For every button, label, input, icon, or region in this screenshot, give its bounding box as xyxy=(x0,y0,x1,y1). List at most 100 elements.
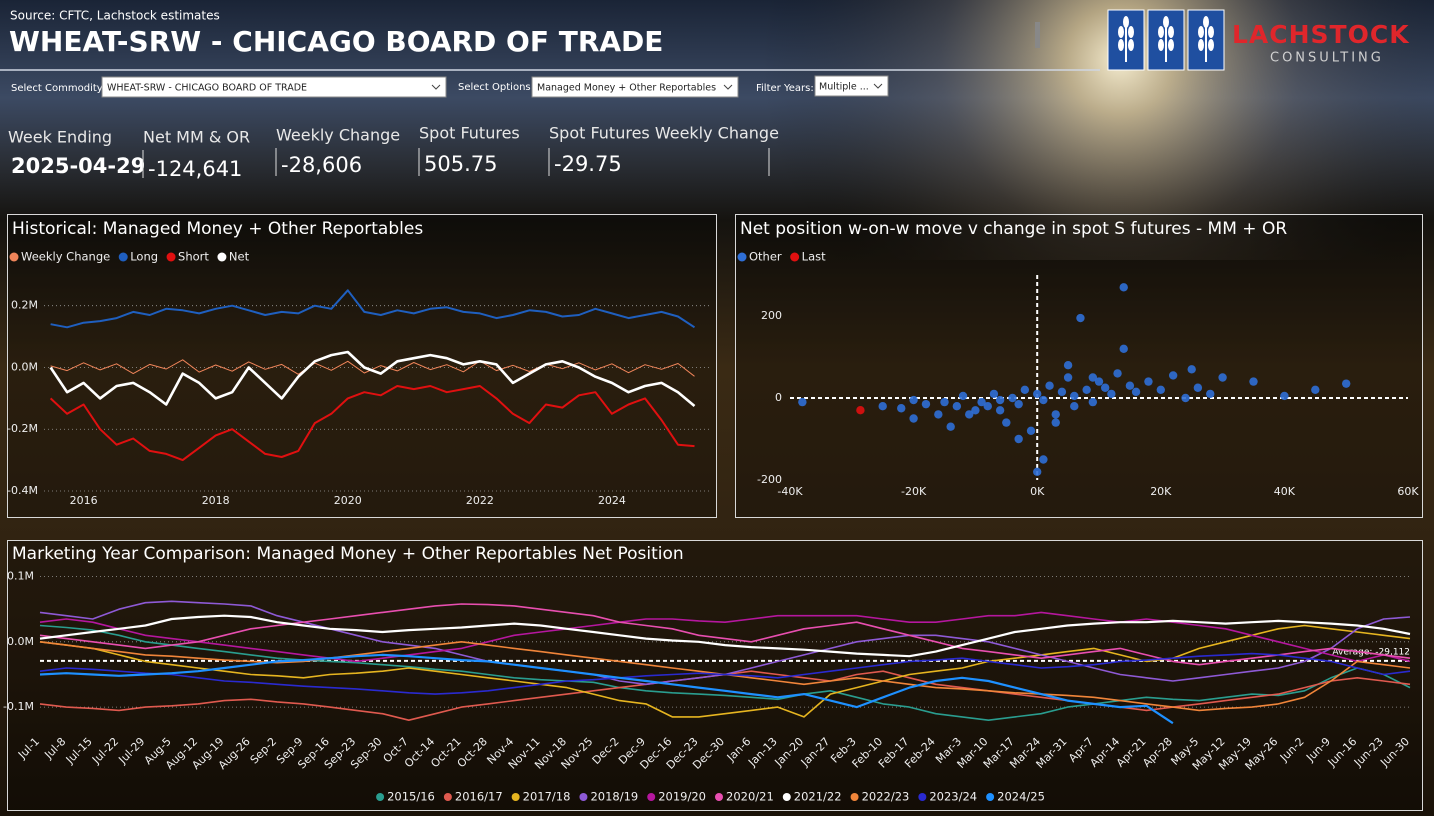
legend-swatch xyxy=(715,793,723,801)
series-line xyxy=(39,603,1411,666)
point xyxy=(1280,391,1289,401)
y-tick-label: 200 xyxy=(761,309,782,322)
dropdown-value[interactable]: Managed Money + Other Reportables xyxy=(537,83,716,94)
point xyxy=(1119,344,1128,353)
dropdown-value[interactable]: Multiple ... xyxy=(819,82,869,93)
point xyxy=(909,414,918,423)
kpi-label: Spot Futures Weekly Change xyxy=(549,124,779,143)
point xyxy=(1156,385,1166,394)
point xyxy=(1088,397,1098,407)
x-tick-label: 60K xyxy=(1397,485,1419,498)
x-tick-label: 2018 xyxy=(202,494,230,507)
kpi-label: Week Ending xyxy=(8,128,112,147)
dropdown[interactable]: Multiple ... xyxy=(814,75,889,97)
point xyxy=(1125,381,1135,390)
legend-swatch xyxy=(9,252,19,262)
point xyxy=(1181,393,1190,403)
point xyxy=(1070,391,1079,401)
point xyxy=(946,422,955,431)
legend-swatch xyxy=(166,252,176,262)
point xyxy=(940,397,949,407)
page-title: WHEAT-SRW - CHICAGO BOARD OF TRADE xyxy=(9,25,663,58)
legend-swatch xyxy=(790,252,800,262)
point xyxy=(1082,385,1091,394)
y-tick-label: -0.2M xyxy=(7,422,38,435)
y-tick-label: -0.4M xyxy=(7,484,38,497)
legend-swatch xyxy=(918,793,927,801)
dropdown-box[interactable] xyxy=(814,75,889,97)
point xyxy=(1063,373,1073,382)
legend-label: Weekly Change xyxy=(21,250,110,264)
point xyxy=(952,402,962,411)
point xyxy=(909,395,918,405)
point xyxy=(1094,377,1104,386)
chevron[interactable] xyxy=(723,84,733,90)
legend-label: 2022/23 xyxy=(862,790,910,804)
dropdown[interactable]: WHEAT-SRW - CHICAGO BOARD OF TRADE xyxy=(101,76,447,98)
point xyxy=(1063,361,1073,370)
series-line xyxy=(39,614,1411,658)
divider xyxy=(1035,22,1040,48)
series-line xyxy=(39,624,1411,718)
x-tick-label: -40K xyxy=(777,485,803,498)
series-line xyxy=(39,611,1411,663)
legend-swatch xyxy=(579,793,588,801)
kpi-label: Net MM & OR xyxy=(143,128,250,147)
x-tick-label: 40K xyxy=(1274,485,1296,498)
source: Source: CFTC, Lachstock estimates xyxy=(10,9,220,23)
kpi-value: -124,641 xyxy=(148,157,242,181)
point xyxy=(1008,393,1017,403)
series-line xyxy=(50,289,696,329)
legend-label: Last xyxy=(802,250,826,264)
legend-swatch xyxy=(118,252,128,262)
dropdown-value[interactable]: WHEAT-SRW - CHICAGO BOARD OF TRADE xyxy=(107,83,307,94)
kpi-value: 505.75 xyxy=(424,152,497,176)
filter-label: Select Commodity: xyxy=(11,83,105,94)
chevron[interactable] xyxy=(873,83,883,89)
legend-label: Short xyxy=(178,250,209,264)
point xyxy=(1039,455,1048,464)
dropdown[interactable]: Managed Money + Other Reportables xyxy=(531,76,739,98)
series-line xyxy=(39,652,1411,695)
point xyxy=(1311,385,1320,394)
legend-label: 2016/17 xyxy=(455,790,503,804)
point xyxy=(856,405,865,415)
point xyxy=(1014,399,1023,409)
point xyxy=(989,389,999,399)
dropdown-box[interactable] xyxy=(531,76,739,98)
legend-label: Net xyxy=(229,250,250,264)
filter-label: Filter Years: xyxy=(756,83,814,94)
point xyxy=(897,404,906,413)
legend-swatch xyxy=(986,793,995,801)
point xyxy=(1168,371,1178,380)
point xyxy=(1249,377,1258,386)
kpi-value: -29.75 xyxy=(554,152,622,176)
point xyxy=(1107,389,1116,399)
legend-swatch xyxy=(217,252,227,262)
logo-sub: CONSULTING xyxy=(1270,51,1384,66)
x-tick-label: 0K xyxy=(1030,485,1045,498)
dropdown-box[interactable] xyxy=(101,76,447,98)
point xyxy=(1218,373,1227,382)
chevron[interactable] xyxy=(431,84,441,90)
logo-name: LACHSTOCK xyxy=(1232,20,1410,49)
y-tick-label: 0 xyxy=(775,391,782,404)
y-tick-label: 0.0M xyxy=(7,635,34,648)
x-tick-label: 2024 xyxy=(598,494,626,507)
point xyxy=(1193,383,1203,392)
legend-swatch xyxy=(850,793,859,801)
point xyxy=(921,399,931,409)
series-line xyxy=(39,653,1174,725)
legend-label: 2017/18 xyxy=(523,790,571,804)
legend-label: Long xyxy=(130,250,158,264)
average-label: Average: -29,112 xyxy=(1332,647,1410,657)
x-tick-label: -20K xyxy=(901,485,927,498)
legend-swatch xyxy=(511,793,520,801)
kpi-label: Weekly Change xyxy=(276,126,400,145)
point xyxy=(798,397,807,407)
kpi-value: -28,606 xyxy=(281,153,362,177)
point xyxy=(1076,313,1085,323)
point xyxy=(1113,369,1122,378)
kpis: Week Ending 2025-04-29 Net MM & OR -124,… xyxy=(8,124,779,182)
point xyxy=(1342,379,1351,388)
